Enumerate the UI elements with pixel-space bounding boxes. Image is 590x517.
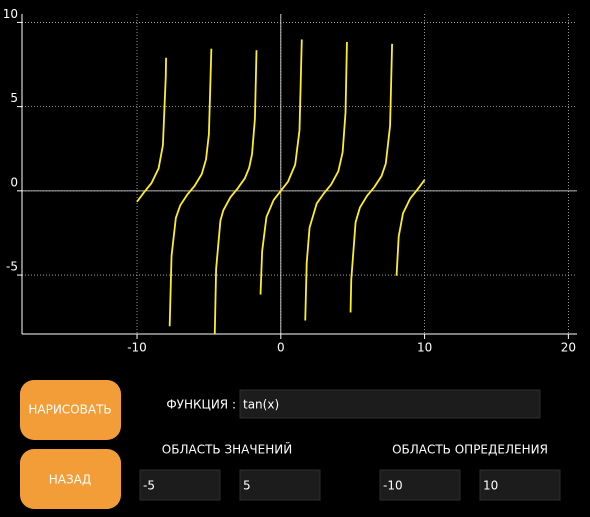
range-max-input[interactable] (239, 469, 321, 501)
x-tick-label: 10 (417, 341, 432, 355)
domain-min-input[interactable] (379, 469, 461, 501)
chart: -10 0 10 20 -5 0 5 10 (3, 7, 577, 355)
y-tick-label: 10 (3, 7, 18, 21)
y-tick-label: -5 (6, 260, 18, 274)
x-tick-label: 20 (561, 341, 576, 355)
range-max-value[interactable]: 5 (243, 479, 251, 493)
draw-button-label[interactable]: НАРИСОВАТЬ (28, 403, 111, 417)
x-tick-label: 0 (277, 341, 285, 355)
back-button[interactable] (20, 449, 121, 509)
domain-label: ОБЛАСТЬ ОПРЕДЕЛЕНИЯ (392, 443, 548, 457)
function-input[interactable] (239, 389, 541, 419)
y-tick-label: 0 (10, 175, 18, 189)
function-value[interactable]: tan(x) (243, 398, 279, 412)
function-curve (136, 39, 426, 334)
range-label: ОБЛАСТЬ ЗНАЧЕНИЙ (162, 442, 292, 457)
range-min-value[interactable]: -5 (143, 479, 155, 493)
back-button-label[interactable]: НАЗАД (49, 473, 92, 487)
domain-min-value[interactable]: -10 (383, 479, 403, 493)
function-label: ФУНКЦИЯ : (166, 398, 236, 412)
draw-button[interactable] (20, 380, 121, 440)
domain-max-input[interactable] (479, 469, 561, 501)
y-tick-label: 5 (10, 91, 18, 105)
x-tick-label: -10 (127, 341, 147, 355)
domain-max-value[interactable]: 10 (483, 479, 498, 493)
range-min-input[interactable] (139, 469, 221, 501)
